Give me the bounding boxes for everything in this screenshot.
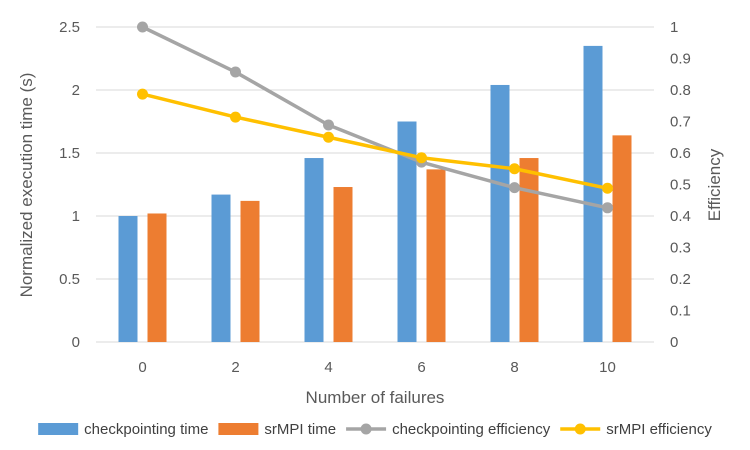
y-tick-label: 1.5 [59, 145, 80, 162]
legend-label: checkpointing efficiency [392, 421, 551, 438]
data-point [137, 88, 148, 100]
y2-tick-label: 0.9 [670, 51, 691, 68]
y2-tick-label: 0.1 [670, 303, 691, 320]
legend-marker [360, 423, 372, 435]
y-tick-label: 0.5 [59, 271, 80, 288]
lines [137, 21, 613, 214]
y2-tick-label: 0.6 [670, 145, 691, 162]
gridlines [96, 26, 654, 343]
bar [118, 216, 138, 342]
y-axis-title: Normalized execution time (s) [17, 73, 36, 298]
bar [519, 158, 539, 342]
y2-tick-label: 1 [670, 19, 678, 36]
series-line [142, 92, 608, 190]
bars [118, 45, 632, 343]
legend-label: srMPI time [264, 421, 336, 438]
x-tick-label: 2 [231, 359, 239, 376]
x-axis-title: Number of failures [306, 388, 445, 407]
bar [490, 84, 510, 343]
x-tick-label: 8 [510, 359, 518, 376]
data-point [323, 131, 334, 143]
bar [426, 169, 446, 342]
data-point [602, 202, 613, 214]
y-tick-label: 1 [72, 208, 80, 225]
series-line [141, 25, 608, 210]
data-point [602, 182, 613, 194]
data-point [137, 21, 148, 33]
y2-tick-label: 0.7 [670, 114, 691, 131]
y-tick-label: 2.5 [59, 19, 80, 36]
bar [147, 213, 167, 342]
y2-tick-label: 0.5 [670, 177, 691, 194]
bar [397, 121, 417, 342]
y2-tick-label: 0 [670, 334, 678, 351]
y-tick-label: 2 [72, 82, 80, 99]
bar [240, 200, 260, 342]
x-tick-label: 6 [417, 359, 425, 376]
y2-axis-title: Efficiency [705, 148, 724, 221]
legend-label: srMPI efficiency [606, 421, 712, 438]
data-point [416, 152, 427, 164]
bar [333, 187, 353, 342]
legend-swatch [218, 423, 259, 435]
bar [304, 158, 324, 342]
data-point [323, 119, 334, 131]
legend-marker [574, 423, 586, 435]
y2-tick-label: 0.2 [670, 271, 691, 288]
y2-tick-label: 0.8 [670, 82, 691, 99]
bar [583, 45, 603, 343]
tick-labels: 0 0.5 1 1.5 2 2.5 0 0.1 0.2 0.3 0.4 0.5 0.6 0.7 0.8 0.9… [59, 19, 691, 376]
y2-tick-label: 0.3 [670, 240, 691, 257]
legend-label: checkpointing time [84, 421, 208, 438]
y2-tick-label: 0.4 [670, 208, 691, 225]
data-point [230, 66, 241, 78]
data-point [509, 163, 520, 175]
legend: checkpointing time srMPI time checkpointin… [38, 421, 712, 438]
data-point [230, 111, 241, 123]
y-tick-label: 0 [72, 334, 80, 351]
x-tick-label: 4 [324, 359, 332, 376]
data-point [509, 182, 520, 194]
x-tick-label: 0 [138, 359, 146, 376]
x-tick-label: 10 [599, 359, 616, 376]
bar [211, 194, 231, 342]
legend-swatch [38, 423, 79, 435]
bar [612, 135, 632, 342]
